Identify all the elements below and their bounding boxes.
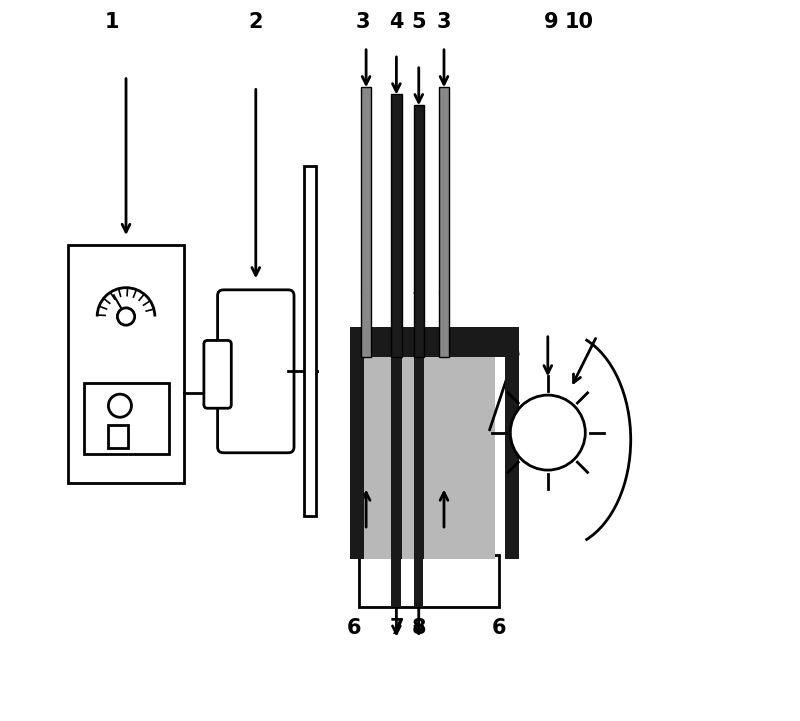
Circle shape <box>510 395 586 470</box>
Bar <box>439 87 449 357</box>
Bar <box>362 353 495 559</box>
Bar <box>414 357 424 559</box>
Bar <box>84 383 170 454</box>
Circle shape <box>108 394 131 417</box>
Text: 10: 10 <box>564 12 594 32</box>
Text: 6: 6 <box>346 618 361 638</box>
Text: 6: 6 <box>492 618 506 638</box>
Circle shape <box>118 308 134 325</box>
Text: 9: 9 <box>544 12 558 32</box>
Bar <box>68 245 184 483</box>
Text: 3: 3 <box>356 12 370 32</box>
Text: 5: 5 <box>411 12 426 32</box>
Bar <box>414 559 423 607</box>
FancyBboxPatch shape <box>204 340 231 408</box>
Bar <box>391 559 402 607</box>
Bar <box>304 166 316 516</box>
Bar <box>390 94 402 357</box>
Text: 4: 4 <box>389 12 404 32</box>
Text: 3: 3 <box>437 12 451 32</box>
Bar <box>350 327 519 357</box>
Bar <box>390 357 402 559</box>
Bar <box>414 105 424 357</box>
FancyBboxPatch shape <box>218 290 294 453</box>
Text: 7: 7 <box>389 618 404 638</box>
Bar <box>505 327 519 559</box>
Text: 1: 1 <box>104 12 119 32</box>
Bar <box>361 87 371 357</box>
Text: 2: 2 <box>249 12 263 32</box>
Bar <box>359 555 499 607</box>
Bar <box>350 327 364 559</box>
Bar <box>108 425 129 448</box>
Text: 8: 8 <box>411 618 426 638</box>
